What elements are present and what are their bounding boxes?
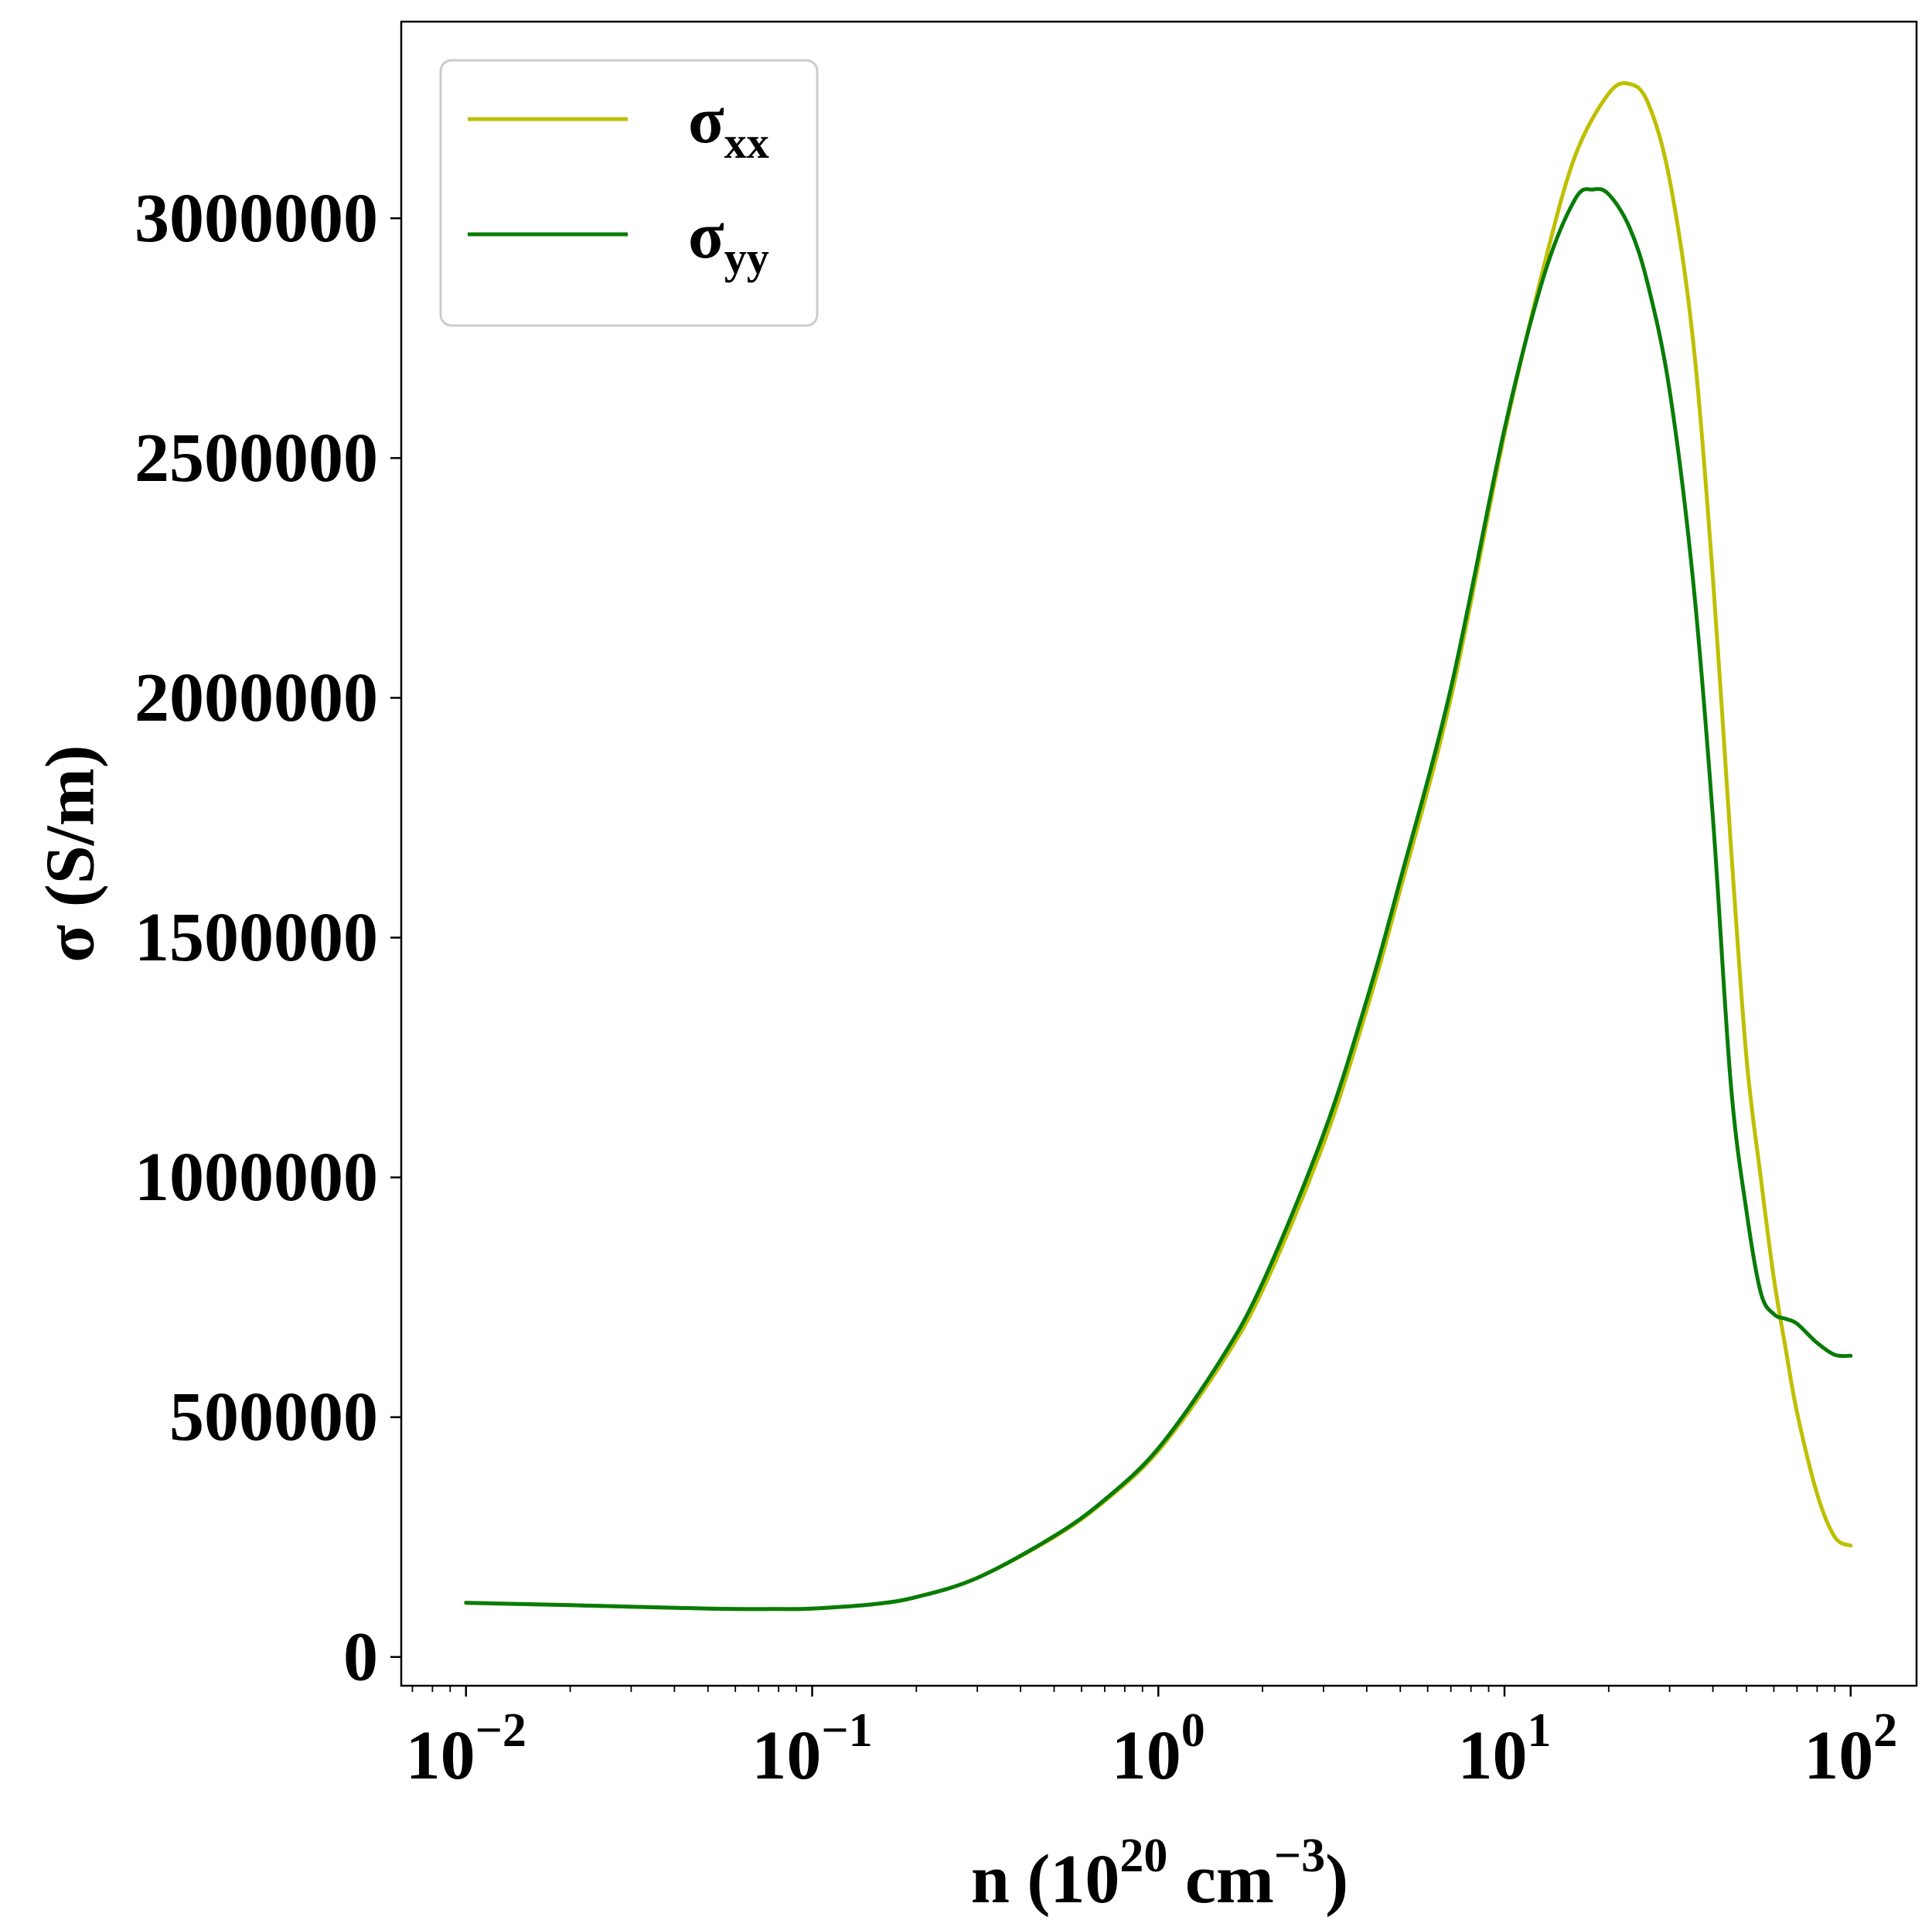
y-tick-label: 500000: [169, 1379, 378, 1455]
data-layer: [464, 81, 1853, 1612]
x-axis-label-base: n (10: [971, 1841, 1120, 1918]
y-tick-label: 1500000: [135, 899, 378, 976]
y-tick-label: 0: [343, 1618, 378, 1695]
x-axis-label: n (1020 cm−3): [971, 1830, 1348, 1918]
y-tick-label: 3000000: [135, 180, 378, 257]
legend-label-xx-sub: xx: [724, 118, 769, 168]
x-axis-label-end: ): [1325, 1841, 1348, 1918]
x-axis-label-exp2: −3: [1274, 1830, 1325, 1882]
y-tick-label: 2500000: [135, 420, 378, 496]
y-tick-label: 1000000: [135, 1139, 378, 1216]
y-axis: 0 500000 1000000 1500000 2000000 2500000 30000…: [135, 180, 401, 1695]
x-tick-label: 101: [1458, 1704, 1552, 1794]
x-tick-label: 10−2: [406, 1704, 526, 1794]
legend-label-yy: σyy: [688, 198, 769, 283]
x-axis: 10−2 10−1 100 101 102: [406, 1686, 1897, 1794]
legend: σxx σyy: [439, 59, 819, 327]
legend-label-yy-symbol: σ: [688, 198, 724, 272]
x-tick-label: 100: [1112, 1704, 1205, 1794]
x-tick-label: 10−1: [751, 1704, 872, 1794]
y-axis-label: σ (S/m): [32, 745, 109, 962]
legend-box: [439, 59, 819, 327]
x-tick-label: 102: [1804, 1704, 1897, 1794]
x-axis-label-mid: cm: [1167, 1841, 1273, 1918]
legend-label-xx-symbol: σ: [688, 83, 724, 157]
x-axis-label-exp1: 20: [1119, 1830, 1167, 1882]
legend-label-yy-sub: yy: [724, 233, 769, 283]
y-tick-label: 2000000: [135, 660, 378, 736]
series-line-yy: [464, 186, 1853, 1612]
legend-label-xx: σxx: [688, 83, 769, 168]
